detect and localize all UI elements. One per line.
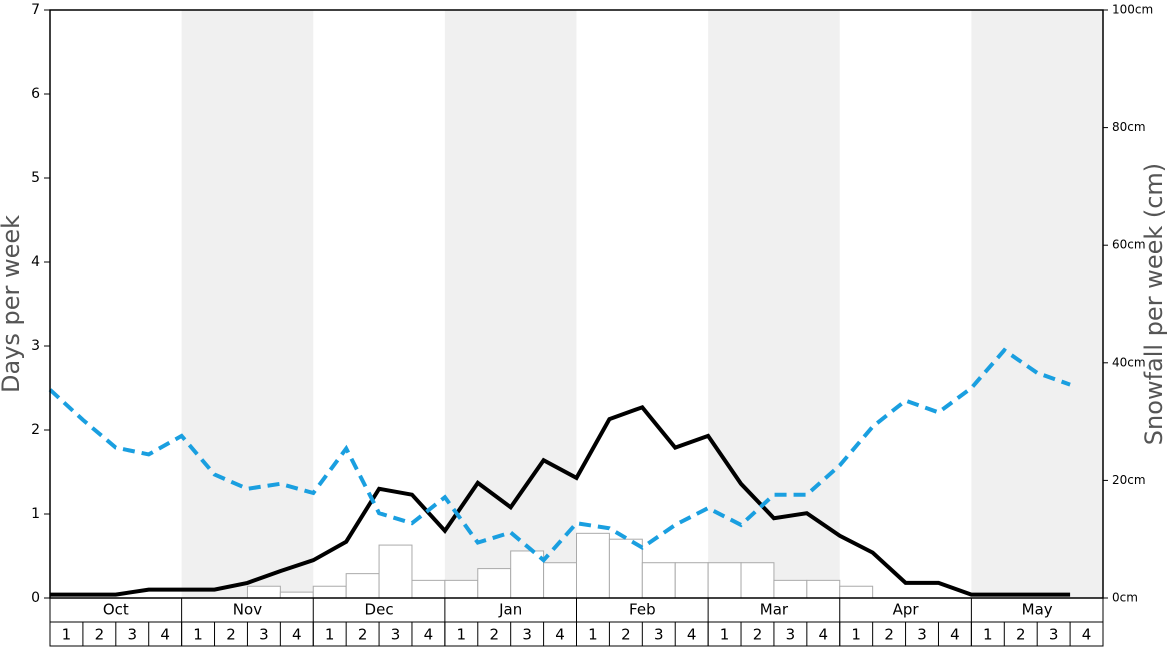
bar [312, 585, 347, 599]
month-shade [181, 10, 314, 598]
x-tick-label: 2 [884, 626, 894, 644]
y2-tick-label: 60cm [1112, 238, 1146, 252]
bar [411, 579, 446, 599]
bar [773, 579, 808, 599]
month-label: Nov [233, 601, 262, 619]
x-tick-label: 4 [555, 626, 565, 644]
bar [378, 544, 413, 599]
x-tick-label: 3 [917, 626, 927, 644]
x-tick-label: 2 [621, 626, 631, 644]
x-tick-label: 1 [851, 626, 861, 644]
month-label: Feb [629, 601, 656, 619]
line [50, 404, 1071, 597]
month-label: Apr [893, 601, 920, 619]
month-shade [444, 10, 577, 598]
x-tick-label: 3 [127, 626, 137, 644]
bar [444, 579, 479, 599]
month-label: Jan [498, 601, 522, 619]
y-tick-label: 0 [31, 590, 40, 606]
month-label: Oct [103, 601, 129, 619]
bar [576, 532, 610, 599]
x-tick-label: 1 [62, 626, 72, 644]
y2-tick-label: 80cm [1112, 120, 1146, 134]
x-tick-label: 3 [391, 626, 401, 644]
bar [246, 585, 281, 599]
x-tick-label: 1 [983, 626, 993, 644]
y-axis-label: Days per week [0, 215, 25, 393]
x-tick-label: 4 [950, 626, 960, 644]
month-label: Dec [365, 601, 394, 619]
x-tick-label: 3 [786, 626, 796, 644]
x-tick-label: 2 [753, 626, 763, 644]
y2-tick-label: 0cm [1112, 591, 1138, 605]
y-tick-label: 3 [31, 338, 40, 354]
bar [707, 562, 742, 599]
x-tick-label: 2 [358, 626, 368, 644]
x-tick-label: 2 [489, 626, 499, 644]
bar [839, 585, 874, 599]
x-tick-label: 1 [457, 626, 467, 644]
x-tick-label: 3 [1049, 626, 1059, 644]
x-tick-label: 4 [292, 626, 302, 644]
x-tick-label: 1 [193, 626, 203, 644]
bar [740, 562, 775, 599]
bar [608, 538, 643, 599]
x-tick-label: 2 [226, 626, 236, 644]
x-tick-label: 4 [424, 626, 434, 644]
x-tick-label: 3 [259, 626, 269, 644]
bar [510, 550, 545, 599]
x-tick-label: 4 [1082, 626, 1092, 644]
y-tick-label: 7 [31, 2, 40, 18]
bar [279, 591, 314, 599]
y2-axis-label: Snowfall per week (cm) [1140, 163, 1168, 445]
y-tick-label: 1 [31, 506, 40, 522]
y-tick-label: 6 [31, 86, 40, 102]
bar [641, 562, 676, 599]
x-tick-label: 4 [160, 626, 170, 644]
y-tick-label: 5 [31, 170, 40, 186]
y2-tick-label: 40cm [1112, 355, 1146, 369]
x-tick-label: 2 [1016, 626, 1026, 644]
y2-tick-label: 20cm [1112, 473, 1146, 487]
y2-tick-label: 100cm [1112, 3, 1153, 17]
dashed-line [48, 347, 1071, 563]
bar [806, 579, 841, 599]
month-shade [708, 10, 840, 598]
bar [345, 573, 380, 599]
x-tick-label: 3 [654, 626, 664, 644]
bar [543, 562, 577, 599]
x-tick-label: 1 [588, 626, 598, 644]
bar [674, 562, 709, 599]
month-label: Mar [760, 601, 789, 619]
y-tick-label: 4 [31, 254, 40, 270]
x-tick-label: 2 [95, 626, 105, 644]
y-tick-label: 2 [31, 422, 40, 438]
x-tick-label: 4 [687, 626, 697, 644]
month-label: May [1022, 601, 1053, 619]
month-shade [971, 10, 1103, 598]
x-tick-label: 1 [720, 626, 730, 644]
bar [477, 568, 512, 599]
x-tick-label: 1 [325, 626, 335, 644]
x-tick-label: 4 [819, 626, 829, 644]
x-tick-label: 3 [522, 626, 532, 644]
